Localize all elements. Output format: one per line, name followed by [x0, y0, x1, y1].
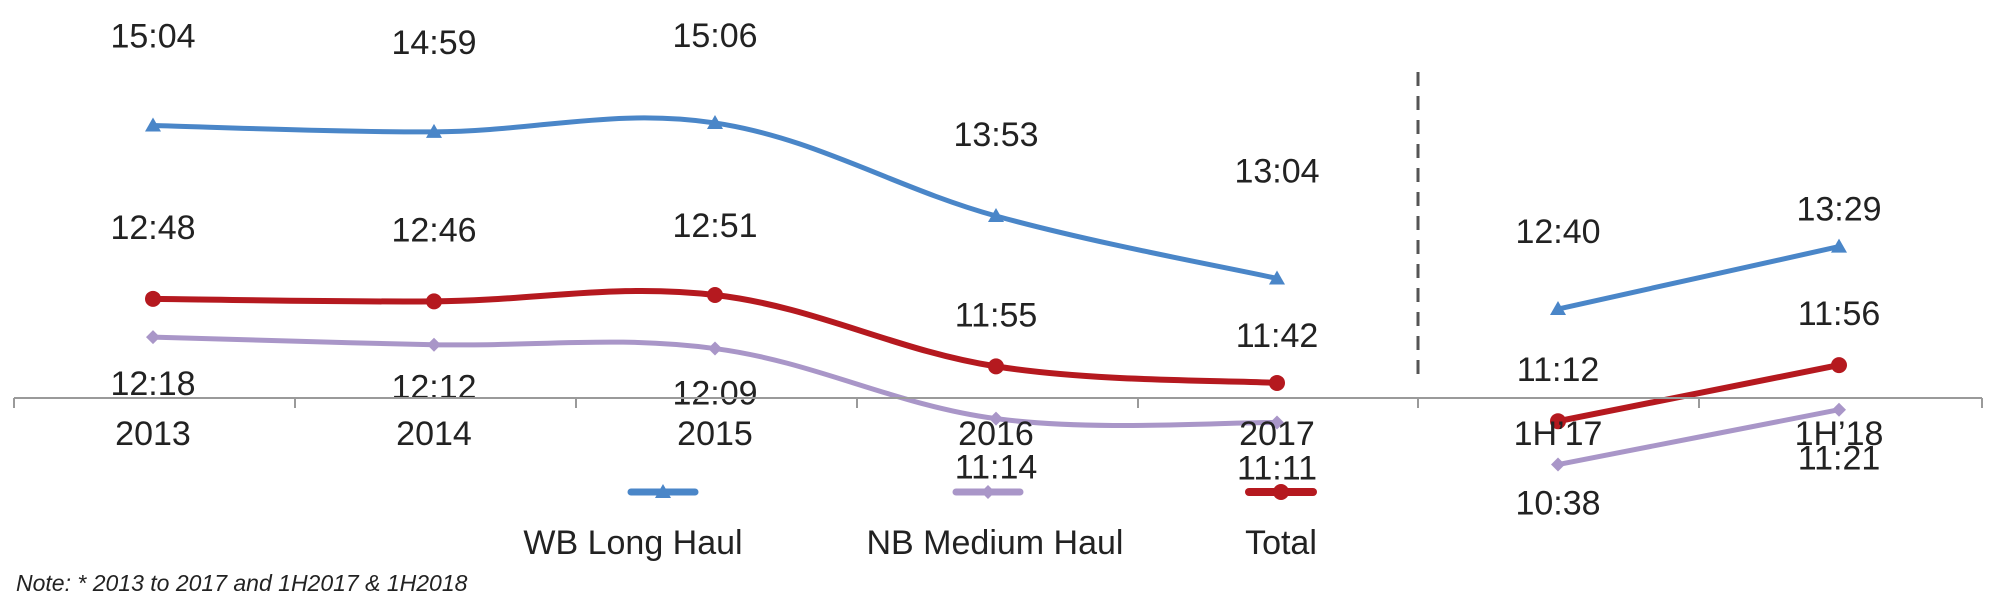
point-nb-medium-haul-1H18 [1832, 402, 1846, 417]
data-label-total: 12:51 [672, 207, 757, 245]
point-wb-long-haul-2016 [988, 208, 1004, 223]
legend-marker-nb-medium-haul [981, 485, 995, 499]
series-layer [145, 114, 1847, 472]
data-label-nb-medium-haul: 11:21 [1798, 440, 1881, 478]
legend-label-nb-medium-haul: NB Medium Haul [867, 524, 1124, 562]
legend: WB Long Haul NB Medium Haul Total [523, 484, 1317, 562]
x-tick-label: 2014 [396, 415, 472, 453]
data-label-nb-medium-haul: 11:11 [1237, 449, 1317, 487]
point-total-2015 [707, 287, 723, 304]
data-label-total: 12:48 [110, 209, 195, 247]
point-total-2014 [426, 293, 442, 310]
point-wb-long-haul-2017 [1269, 270, 1285, 285]
point-wb-long-haul-2014 [426, 123, 442, 138]
data-label-wb-long-haul: 13:04 [1234, 152, 1319, 190]
legend-marker-total [1273, 484, 1289, 500]
legend-marker-wb-long-haul [655, 484, 671, 498]
data-label-total: 11:56 [1798, 295, 1881, 333]
data-label-wb-long-haul: 13:53 [953, 116, 1038, 154]
x-tick-label: 1H’18 [1795, 415, 1884, 453]
point-nb-medium-haul-2013 [146, 330, 160, 345]
x-axis-ticks: 2013 2014 2015 2016 2017 1H’17 1H’18 [13, 398, 1983, 453]
x-tick-label: 2016 [958, 415, 1034, 453]
data-label-nb-medium-haul: 12:09 [672, 375, 757, 413]
data-label-nb-medium-haul: 12:18 [110, 365, 195, 403]
point-wb-long-haul-1H18 [1831, 238, 1847, 253]
x-tick-label: 2013 [115, 415, 191, 453]
data-label-total: 11:12 [1517, 351, 1600, 389]
point-wb-long-haul-2015 [707, 114, 723, 129]
point-total-2017 [1269, 374, 1285, 391]
series-line-wb-long-haul-segment-1 [150, 115, 1280, 281]
point-nb-medium-haul-2014 [427, 337, 441, 352]
point-total-2013 [145, 290, 161, 307]
point-nb-medium-haul-2016 [989, 411, 1003, 426]
series-line-total-segment-1 [150, 287, 1280, 386]
data-label-wb-long-haul: 15:06 [672, 17, 757, 55]
data-label-nb-medium-haul: 10:38 [1515, 485, 1600, 523]
data-label-wb-long-haul: 15:04 [110, 18, 195, 56]
x-tick-label: 2015 [677, 415, 753, 453]
data-label-nb-medium-haul: 12:12 [391, 369, 476, 407]
point-wb-long-haul-1H17 [1550, 301, 1566, 316]
data-label-total: 11:42 [1236, 317, 1319, 355]
data-label-wb-long-haul: 13:29 [1796, 191, 1881, 229]
data-label-nb-medium-haul: 11:14 [955, 449, 1038, 487]
series-line-nb-medium-haul-segment-2 [1555, 407, 1842, 468]
x-tick-label: 2017 [1239, 415, 1315, 453]
x-tick-label: 1H’17 [1514, 415, 1603, 453]
point-nb-medium-haul-1H17 [1551, 457, 1565, 472]
legend-label-total: Total [1245, 524, 1317, 562]
point-nb-medium-haul-2015 [708, 341, 722, 356]
data-label-layer: 15:04 14:59 15:06 13:53 13:04 12:40 13:29 12:18… [110, 17, 1881, 523]
data-label-wb-long-haul: 14:59 [391, 24, 476, 62]
data-label-total: 12:46 [391, 211, 476, 249]
point-total-1H18 [1831, 357, 1847, 374]
point-wb-long-haul-2013 [145, 117, 161, 132]
data-label-total: 11:55 [955, 296, 1038, 334]
series-line-wb-long-haul-segment-2 [1555, 244, 1842, 312]
legend-label-wb-long-haul: WB Long Haul [523, 524, 742, 562]
data-label-wb-long-haul: 12:40 [1515, 213, 1600, 251]
footnote: Note: * 2013 to 2017 and 1H2017 & 1H2018 [16, 570, 468, 596]
point-total-1H17 [1550, 413, 1566, 430]
point-nb-medium-haul-2017 [1270, 415, 1284, 430]
series-line-total-segment-2 [1555, 362, 1842, 425]
point-total-2016 [988, 358, 1004, 375]
